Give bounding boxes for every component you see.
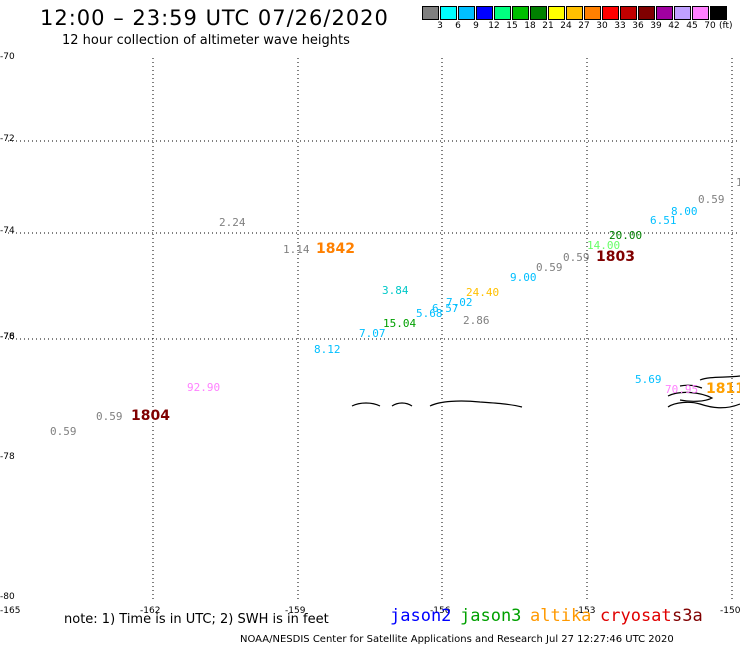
scale-swatch (440, 6, 457, 20)
scale-label: 42 (668, 21, 680, 31)
scale-label: 39 (650, 21, 662, 31)
latitude-label: -78 (0, 452, 15, 462)
wave-height-value: 1.14 (283, 243, 310, 256)
scale-swatch (512, 6, 529, 20)
scale-label: 70 (704, 21, 716, 31)
scale-label: 33 (614, 21, 626, 31)
wave-height-value: 15.04 (383, 317, 417, 330)
color-scale (422, 6, 728, 20)
wave-height-value: 5.69 (635, 373, 662, 386)
wave-height-value: 0.59 (96, 410, 123, 423)
pass-time-label: 1803 (596, 249, 635, 265)
wave-height-value: 2.24 (219, 216, 246, 229)
wave-height-value: 6.57 (432, 302, 459, 315)
scale-label: 12 (488, 21, 500, 31)
latitude-label: -80 (0, 592, 15, 602)
longitude-label: -150 (720, 606, 740, 616)
wave-height-value: 5.68 (416, 307, 443, 320)
scale-swatch (494, 6, 511, 20)
wave-height-value: 6.51 (650, 214, 677, 227)
scale-swatch (674, 6, 691, 20)
scale-swatch (476, 6, 493, 20)
wave-height-value: 0.59 (536, 261, 563, 274)
scale-swatch (602, 6, 619, 20)
scale-swatch (548, 6, 565, 20)
note-text: note: 1) Time is in UTC; 2) SWH is in fe… (64, 612, 329, 627)
wave-height-value: 2.86 (463, 314, 490, 327)
scale-label: 21 (542, 21, 554, 31)
map-subtitle: 12 hour collection of altimeter wave hei… (62, 33, 350, 48)
scale-label: 9 (473, 21, 479, 31)
scale-unit: (ft) (719, 21, 733, 31)
coastline (351, 375, 740, 409)
latitude-label: -72 (0, 134, 15, 144)
wave-height-value: 14.00 (587, 239, 621, 252)
wave-height-value: 3.84 (382, 284, 409, 297)
pass-time-label: 1804 (131, 408, 170, 424)
wave-height-value: 24.40 (466, 286, 500, 299)
scale-swatch (422, 6, 439, 20)
scale-swatch (692, 6, 709, 20)
scale-swatch (638, 6, 655, 20)
scale-swatch (458, 6, 475, 20)
wave-height-value: 8.00 (671, 205, 698, 218)
scale-swatch (566, 6, 583, 20)
wave-height-value: 20.00 (609, 229, 643, 242)
scale-swatch (620, 6, 637, 20)
color-scale-labels: 3 6 9 12 15 18 21 24 27 30 33 36 39 42 45 70 (ft) (431, 21, 733, 31)
credit-line: NOAA/NESDIS Center for Satellite Applica… (240, 634, 674, 645)
wave-height-value: 7.07 (359, 327, 386, 340)
latitude-label: -76 (0, 332, 15, 342)
scale-label: 27 (578, 21, 590, 31)
longitude-label: -162 (140, 606, 161, 616)
wave-height-value: 0.59 (698, 193, 725, 206)
scale-swatch (584, 6, 601, 20)
latitude-label: -78 (0, 332, 15, 342)
longitude-label: -156 (430, 606, 451, 616)
map-title: 12:00 – 23:59 UTC 07/26/2020 (40, 6, 389, 30)
scale-swatch (710, 6, 727, 20)
scale-label: 6 (455, 21, 461, 31)
satellite-legend-item: jason2 (390, 606, 452, 626)
latitude-label: -70 (0, 52, 15, 62)
satellite-legend-item: cryosat (600, 606, 672, 626)
wave-height-value: 70.95 (665, 383, 699, 396)
wave-height-value: 9.00 (510, 271, 537, 284)
scale-label: 45 (686, 21, 698, 31)
scale-swatch (530, 6, 547, 20)
wave-height-value: 0.59 (50, 425, 77, 438)
scale-label: 18 (524, 21, 536, 31)
longitude-label: -165 (0, 606, 21, 616)
pass-time-label: 1842 (316, 241, 355, 257)
scale-label: 36 (632, 21, 644, 31)
scale-label: 30 (596, 21, 608, 31)
scale-label: 24 (560, 21, 572, 31)
satellite-legend-item: jason3 (460, 606, 522, 626)
latitude-label: -74 (0, 226, 15, 236)
wave-height-value: 7.02 (446, 296, 473, 309)
satellite-legend-item: altika (530, 606, 592, 626)
wave-height-value: 92.90 (187, 381, 221, 394)
longitude-label: -153 (575, 606, 596, 616)
longitude-label: -159 (285, 606, 306, 616)
pass-time-label: 1811 (706, 381, 740, 397)
wave-height-value: 1 (736, 176, 740, 189)
scale-swatch (656, 6, 673, 20)
wave-height-value: 0.59 (563, 251, 590, 264)
satellite-legend-item: s3a (672, 606, 703, 626)
wave-height-value: 8.12 (314, 343, 341, 356)
scale-label: 15 (506, 21, 518, 31)
scale-label: 3 (437, 21, 443, 31)
